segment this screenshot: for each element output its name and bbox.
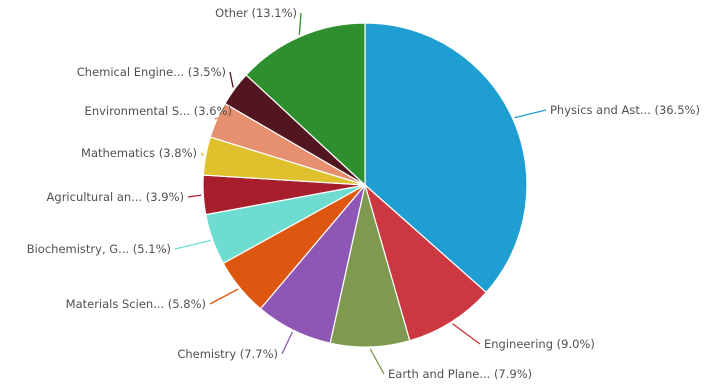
slice-label-engineering: Engineering (9.0%): [484, 337, 595, 351]
leader-line-mathematics: [200, 152, 205, 156]
slice-label-physics-and-ast: Physics and Ast... (36.5%): [550, 103, 700, 117]
slice-label-chemistry: Chemistry (7.7%): [177, 347, 278, 361]
leader-lines: [174, 12, 547, 375]
slice-label-environmental-s: Environmental S... (3.6%): [85, 104, 232, 118]
slice-labels: Physics and Ast... (36.5%) Engineering (9…: [27, 6, 700, 381]
leader-line-chemical-engine: [229, 71, 234, 88]
slice-label-chemical-engine: Chemical Engine... (3.5%): [77, 65, 226, 79]
leader-line-environmental-s: [214, 110, 237, 120]
leader-line-physics-and-ast: [514, 109, 547, 119]
leader-line-other: [298, 12, 302, 35]
leader-line-chemistry: [281, 331, 293, 355]
pie-slices: [202, 22, 528, 348]
slice-label-earth-and-plane: Earth and Plane... (7.9%): [388, 367, 532, 381]
leader-line-materials-scien: [209, 288, 239, 305]
slice-label-other: Other (13.1%): [215, 6, 297, 20]
slice-label-mathematics: Mathematics (3.8%): [81, 146, 197, 160]
leader-line-engineering: [452, 323, 481, 345]
pie-slice-engineering[interactable]: [363, 183, 488, 342]
pie-slice-other[interactable]: [245, 22, 366, 187]
slice-label-agricultural-an: Agricultural an... (3.9%): [47, 190, 184, 204]
slice-label-materials-scien: Materials Scien... (5.8%): [66, 297, 206, 311]
slice-label-biochemistry-g: Biochemistry, G... (5.1%): [27, 242, 171, 256]
leader-line-biochemistry-g: [174, 239, 211, 250]
leader-line-agricultural-an: [187, 194, 202, 198]
pie-slice-physics-and-ast[interactable]: [364, 22, 528, 294]
leader-line-earth-and-plane: [369, 348, 385, 375]
